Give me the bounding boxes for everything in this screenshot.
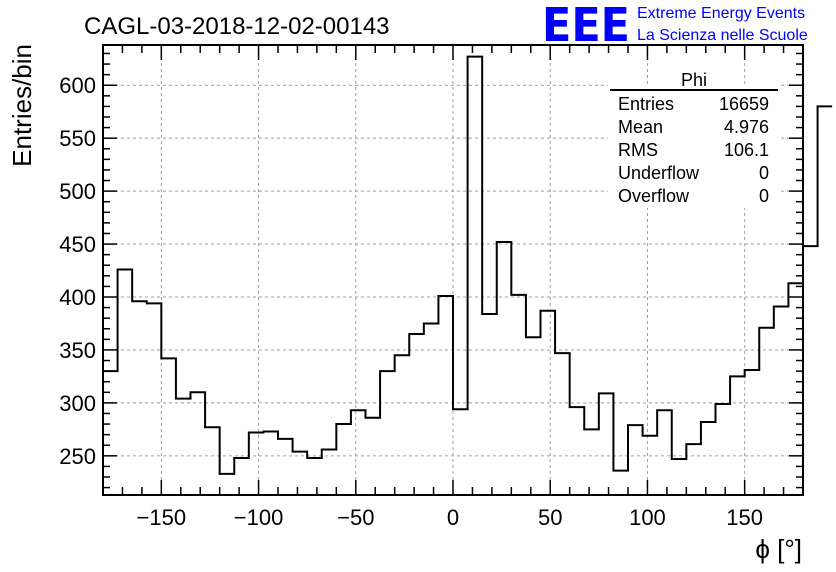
axes	[102, 44, 804, 496]
histogram-bin	[438, 296, 453, 495]
x-tick-label: 50	[538, 505, 562, 530]
stats-row-label: Overflow	[618, 186, 690, 206]
histogram-bin	[788, 283, 803, 495]
stats-row-value: 0	[759, 163, 769, 183]
eee-logo-line1: Extreme Energy Events	[637, 5, 805, 22]
eee-logo-text: EEE	[542, 0, 630, 52]
stats-row-value: 4.976	[724, 117, 769, 137]
histogram-bin	[803, 246, 818, 495]
y-tick-label: 600	[59, 73, 96, 98]
stats-box-title: Phi	[681, 70, 707, 90]
histogram-bin	[657, 410, 672, 495]
histogram-bin	[774, 307, 789, 495]
stats-row-value: 106.1	[724, 140, 769, 160]
stats-row-label: Mean	[618, 117, 663, 137]
histogram-bin	[366, 418, 381, 495]
histogram-bin	[745, 370, 760, 495]
x-tick-label: −100	[234, 505, 284, 530]
histogram-bars	[103, 55, 833, 495]
histogram-bin	[395, 355, 410, 495]
stats-row-label: Underflow	[618, 163, 700, 183]
stats-row-value: 16659	[719, 94, 769, 114]
y-tick-label: 550	[59, 126, 96, 151]
x-tick-label: 100	[629, 505, 666, 530]
y-tick-label: 250	[59, 444, 96, 469]
y-tick-label: 350	[59, 338, 96, 363]
x-tick-label: −150	[137, 505, 187, 530]
histogram-bin	[424, 323, 439, 495]
histogram-bin	[555, 353, 570, 495]
y-tick-label: 300	[59, 391, 96, 416]
histogram-bin	[570, 407, 585, 495]
histogram-bin	[468, 57, 483, 495]
histogram-bin	[686, 444, 701, 495]
histogram-bin	[118, 269, 133, 495]
histogram-bin	[628, 425, 643, 495]
x-axis-title: ϕ [°]	[755, 534, 802, 564]
histogram-bin	[380, 371, 395, 495]
histogram-bin	[263, 431, 278, 495]
eee-logo: EEE Extreme Energy Events La Scienza nel…	[542, 0, 808, 52]
histogram-bin	[526, 337, 541, 495]
histogram-bin	[322, 449, 337, 495]
stats-row-label: RMS	[618, 140, 658, 160]
histogram-bin	[643, 436, 658, 495]
eee-logo-line2: La Scienza nelle Scuole	[637, 27, 808, 44]
tick-labels: −150 −100 −50 0 50 100 150 250 300 350 400 450 500 55…	[59, 73, 763, 530]
histogram-bin	[191, 392, 206, 495]
histogram-bin	[759, 328, 774, 495]
histogram-bin	[205, 427, 220, 495]
y-tick-label: 400	[59, 285, 96, 310]
histogram-bin	[234, 458, 249, 495]
histogram-bin	[730, 376, 745, 495]
histogram-bin	[161, 358, 176, 495]
x-tick-label: 0	[447, 505, 459, 530]
x-tick-label: 150	[726, 505, 763, 530]
histogram-bin	[599, 393, 614, 495]
histogram-bin	[147, 303, 162, 495]
histogram-bin	[336, 424, 351, 495]
stats-row-value: 0	[759, 186, 769, 206]
histogram-bin	[249, 433, 264, 495]
x-tick-label: −50	[337, 505, 374, 530]
histogram-bin	[293, 452, 308, 495]
histogram-bin	[613, 471, 628, 495]
histogram-bin	[511, 295, 526, 495]
histogram-bin	[409, 334, 424, 495]
histogram-bin	[278, 439, 293, 495]
y-tick-label: 450	[59, 232, 96, 257]
chart-title: CAGL-03-2018-12-02-00143	[84, 13, 390, 40]
histogram-step-line	[103, 55, 833, 475]
histogram-bin	[220, 474, 235, 495]
histogram-bin	[541, 311, 556, 495]
stats-box: Phi Entries 16659 Mean 4.976 RMS 106.1 Underfl…	[608, 70, 780, 208]
histogram-bin	[701, 422, 716, 495]
histogram-bin	[497, 242, 512, 495]
histogram-bin	[351, 410, 366, 495]
histogram-bin	[584, 429, 599, 495]
histogram-bin	[307, 458, 322, 495]
histogram-bin	[453, 409, 468, 495]
histogram-bin	[176, 399, 191, 495]
histogram-bin	[716, 404, 731, 495]
histogram-bin	[818, 106, 833, 495]
y-axis-title: Entries/bin	[7, 44, 37, 167]
histogram-bin	[132, 301, 147, 495]
histogram-bin	[482, 314, 497, 495]
histogram-bin	[672, 459, 687, 495]
y-tick-label: 500	[59, 179, 96, 204]
stats-row-label: Entries	[618, 94, 674, 114]
